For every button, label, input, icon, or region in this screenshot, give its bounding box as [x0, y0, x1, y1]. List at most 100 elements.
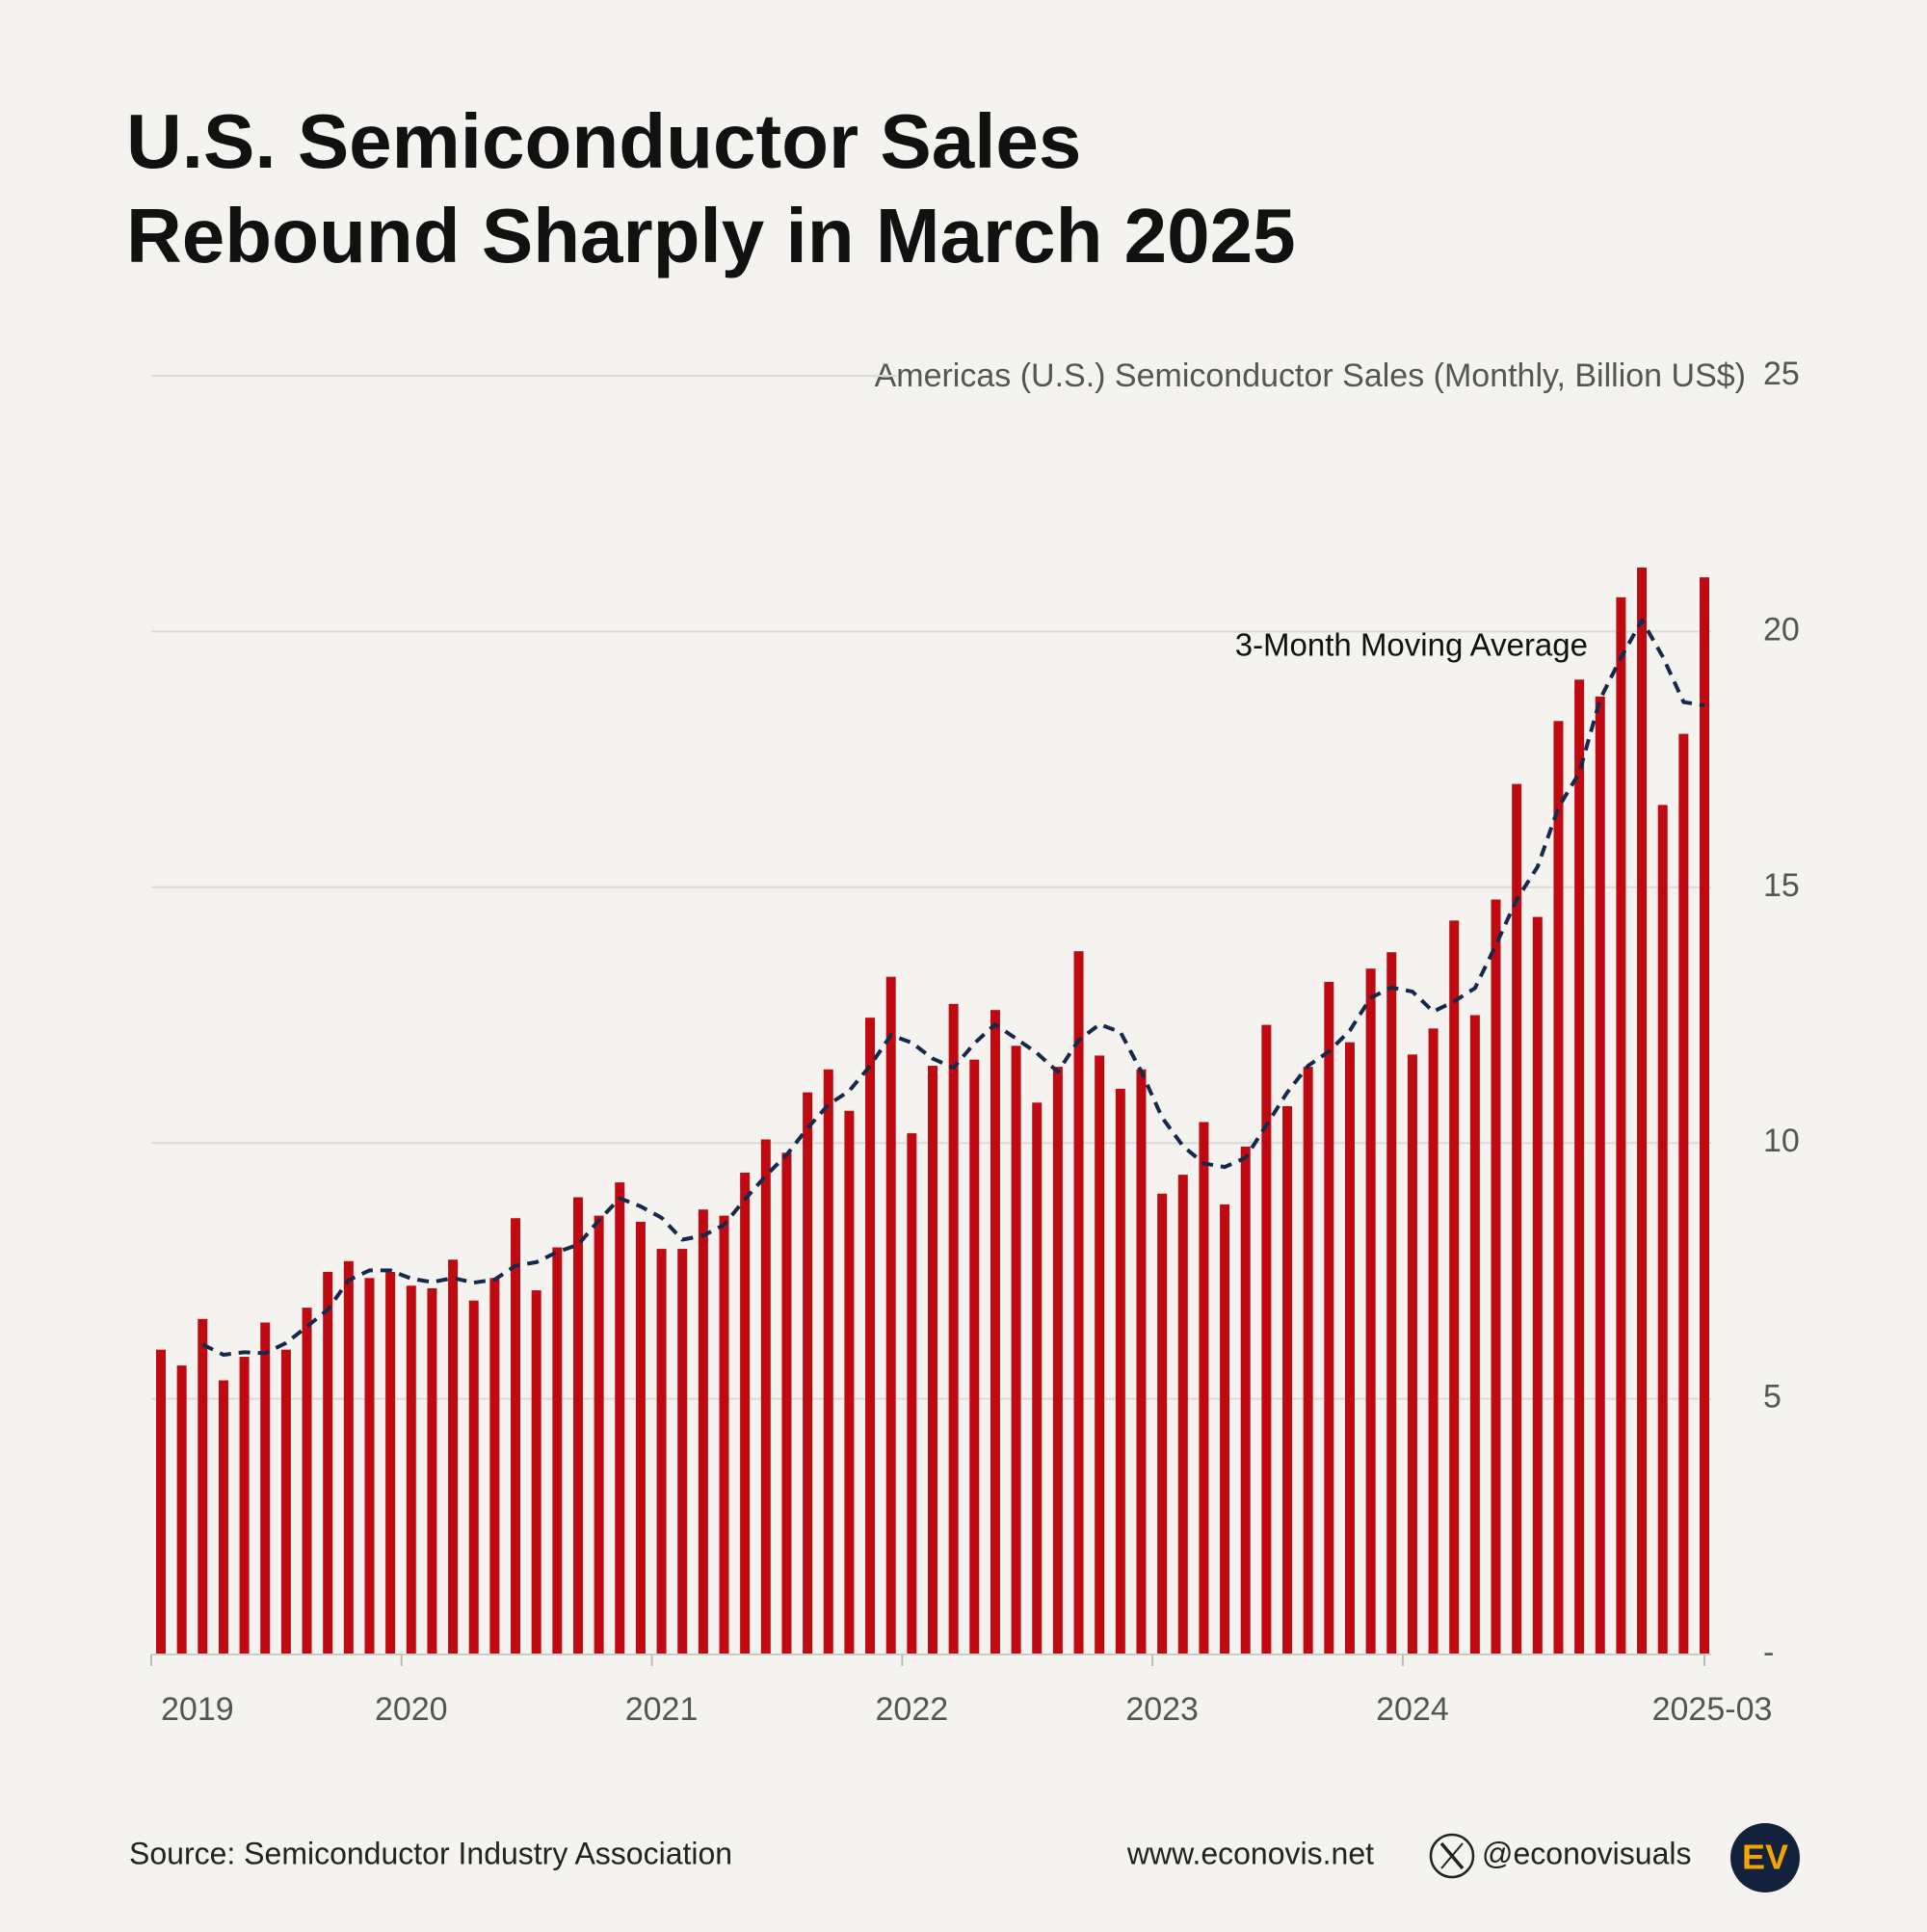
- bar: [865, 1018, 876, 1654]
- x-tick-label: 2022: [876, 1691, 949, 1728]
- bar: [1240, 1146, 1251, 1654]
- x-tick-label: 2020: [375, 1691, 448, 1728]
- website: www.econovis.net: [1126, 1836, 1374, 1870]
- bar: [1095, 1055, 1105, 1654]
- bar: [1616, 596, 1626, 1654]
- bar: [552, 1247, 563, 1654]
- x-tick-label: 2021: [625, 1691, 699, 1728]
- bar: [823, 1069, 833, 1654]
- bar: [1512, 783, 1522, 1654]
- x-icon: [1429, 1833, 1475, 1879]
- bar: [489, 1278, 500, 1654]
- bar: [302, 1308, 312, 1654]
- logo-badge: [1730, 1823, 1800, 1892]
- bar: [781, 1152, 792, 1654]
- y-tick-label: 5: [1763, 1379, 1782, 1416]
- y-tick-label: 15: [1763, 867, 1800, 904]
- bar: [803, 1092, 813, 1654]
- bar: [1177, 1175, 1188, 1654]
- bar: [1199, 1122, 1209, 1654]
- bar: [635, 1221, 646, 1654]
- chart-title: U.S. Semiconductor Sales: [126, 98, 1081, 184]
- bar: [1282, 1105, 1293, 1654]
- moving-average-line: [201, 618, 1705, 1357]
- handle: @econovisuals: [1482, 1836, 1691, 1870]
- bar: [1637, 568, 1648, 1654]
- bar: [511, 1218, 521, 1654]
- bar: [1449, 920, 1460, 1654]
- bar: [1574, 679, 1585, 1654]
- bar: [594, 1215, 604, 1654]
- bar: [1491, 899, 1501, 1654]
- bar: [1407, 1054, 1417, 1654]
- bar: [260, 1322, 271, 1654]
- bar: [1052, 1067, 1063, 1654]
- y-tick-label: 25: [1763, 356, 1800, 392]
- bar: [531, 1290, 541, 1654]
- bar: [740, 1172, 751, 1654]
- bar: [218, 1380, 228, 1654]
- bar: [615, 1182, 625, 1654]
- bar: [1115, 1088, 1125, 1654]
- bar: [323, 1271, 333, 1654]
- bar: [343, 1260, 354, 1654]
- bar: [1157, 1193, 1168, 1654]
- bar: [385, 1271, 396, 1654]
- bar: [1595, 696, 1605, 1654]
- bar: [844, 1110, 855, 1654]
- bar: [572, 1197, 583, 1654]
- bar: [1261, 1024, 1272, 1654]
- bar: [1303, 1067, 1313, 1654]
- x-tick-label: 2024: [1376, 1691, 1449, 1728]
- bar: [1469, 1015, 1480, 1654]
- y-tick-label: -: [1763, 1634, 1774, 1671]
- chart-title: Rebound Sharply in March 2025: [126, 193, 1296, 278]
- bar: [1136, 1069, 1147, 1654]
- bar: [156, 1349, 166, 1654]
- bar: [990, 1010, 1000, 1654]
- y-tick-label: 10: [1763, 1123, 1800, 1159]
- bar: [198, 1318, 208, 1654]
- x-tick-label: 2025-03: [1652, 1691, 1773, 1728]
- bar: [1532, 916, 1543, 1654]
- y-axis-title: Americas (U.S.) Semiconductor Sales (Mon…: [875, 357, 1746, 394]
- bar: [1428, 1028, 1439, 1654]
- bar: [656, 1249, 667, 1654]
- bar: [468, 1300, 479, 1654]
- bar: [1344, 1042, 1355, 1654]
- bar: [1657, 805, 1668, 1654]
- bar: [677, 1249, 688, 1654]
- bar: [448, 1259, 459, 1654]
- logo: EV: [1742, 1838, 1788, 1877]
- bar: [1032, 1102, 1043, 1654]
- bar: [719, 1215, 729, 1654]
- bar: [760, 1139, 771, 1654]
- x-tick-label: 2019: [161, 1691, 234, 1728]
- bar: [1553, 721, 1564, 1654]
- bar: [907, 1133, 917, 1654]
- bar: [948, 1003, 959, 1654]
- bar: [1678, 733, 1689, 1654]
- bar: [427, 1287, 437, 1654]
- bar: [1700, 577, 1709, 1654]
- bar: [176, 1365, 187, 1654]
- x-tick-label: 2023: [1125, 1691, 1199, 1728]
- bar: [969, 1059, 980, 1654]
- bar: [364, 1278, 375, 1654]
- bar: [1386, 952, 1397, 1654]
- bar: [239, 1357, 250, 1654]
- bar: [1324, 981, 1334, 1654]
- bar: [1220, 1204, 1230, 1654]
- bar: [406, 1285, 416, 1654]
- y-tick-label: 20: [1763, 611, 1800, 648]
- line-annotation: 3-Month Moving Average: [1235, 627, 1588, 663]
- source: Source: Semiconductor Industry Associati…: [129, 1836, 732, 1870]
- bar: [885, 976, 896, 1654]
- bar: [1011, 1045, 1021, 1654]
- bar: [1073, 951, 1084, 1654]
- bar: [280, 1349, 291, 1654]
- bar: [1365, 968, 1376, 1654]
